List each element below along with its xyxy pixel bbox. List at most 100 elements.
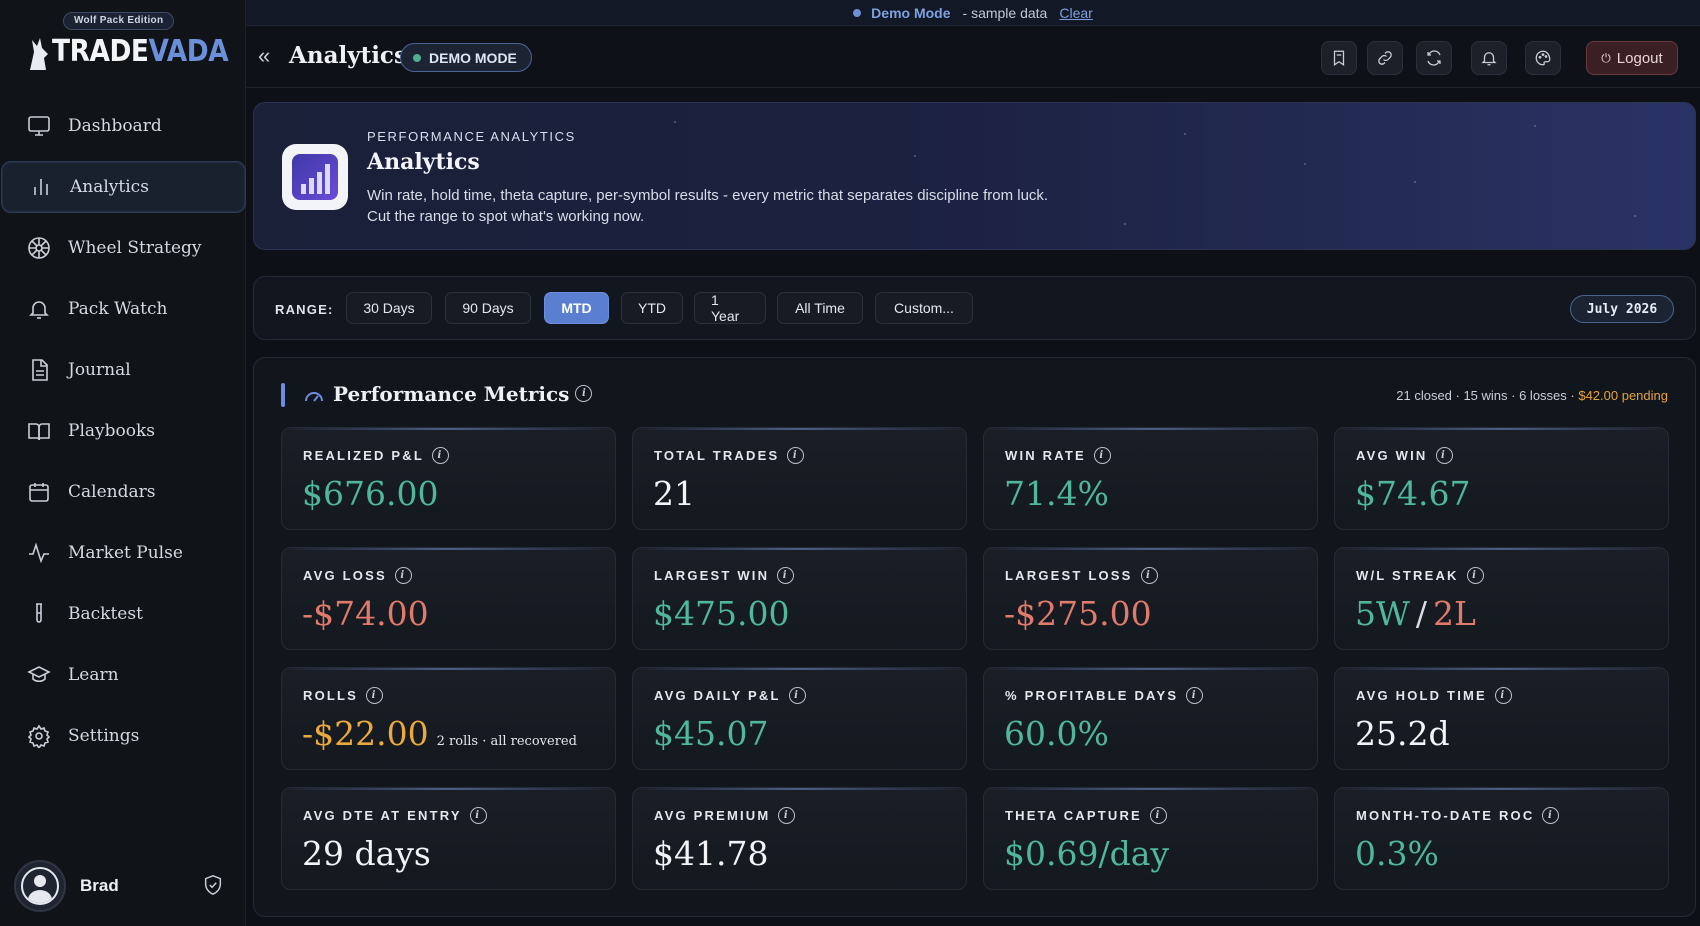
metric-label: REALIZED P&L i [303, 447, 450, 464]
edition-badge: Wolf Pack Edition [63, 12, 175, 30]
bookmark-icon [1333, 50, 1345, 66]
info-icon[interactable]: i [1466, 567, 1484, 584]
info-icon[interactable]: i [366, 687, 384, 704]
section-accent-bar [281, 383, 285, 407]
sidebar-item-pack-watch[interactable]: Pack Watch [0, 283, 246, 335]
info-icon[interactable]: i [1186, 687, 1204, 704]
monitor-icon [26, 113, 52, 139]
metric-label: AVG DTE AT ENTRY i [303, 807, 487, 824]
gauge-icon [303, 386, 325, 404]
hero-description: Win rate, hold time, theta capture, per-… [367, 187, 1049, 225]
palette-icon [1535, 50, 1551, 66]
clear-demo-link[interactable]: Clear [1059, 4, 1093, 21]
metric-value: 29 days [302, 834, 431, 873]
metric-label: WIN RATE i [1005, 447, 1111, 464]
range-90-days-button[interactable]: 90 Days [445, 292, 531, 324]
info-icon[interactable]: i [1494, 687, 1512, 704]
metric-value: 0.3% [1355, 834, 1439, 873]
collapse-sidebar-icon[interactable]: « [258, 43, 271, 68]
sidebar-item-label: Learn [68, 665, 119, 685]
range-custom-button[interactable]: Custom... [875, 292, 973, 324]
info-icon[interactable]: i [787, 447, 805, 464]
range-1-year-button[interactable]: 1 Year [694, 292, 766, 324]
shield-icon[interactable] [202, 874, 224, 896]
sidebar-item-label: Pack Watch [68, 299, 168, 319]
calendar-icon [26, 479, 52, 505]
hero-title: Analytics [367, 149, 480, 175]
metric-label: MONTH-TO-DATE ROC i [1356, 807, 1560, 824]
info-icon[interactable]: i [788, 687, 806, 704]
info-icon[interactable]: i [777, 567, 795, 584]
info-icon[interactable]: i [1542, 807, 1560, 824]
metric-value: 5W/2L [1355, 594, 1476, 633]
sidebar-item-label: Analytics [70, 177, 149, 197]
sidebar: Wolf Pack Edition TRADEVADA Dashboard An… [0, 0, 246, 926]
metric-card-avg-dte-at-entry: AVG DTE AT ENTRY i 29 days [281, 787, 616, 890]
notifications-button[interactable] [1471, 41, 1507, 75]
user-profile[interactable]: Brad [14, 858, 226, 914]
pending-amount: $42.00 pending [1578, 388, 1668, 403]
metric-label: LARGEST LOSS i [1005, 567, 1158, 584]
theme-button[interactable] [1525, 41, 1561, 75]
metric-label: AVG HOLD TIME i [1356, 687, 1512, 704]
sidebar-item-market-pulse[interactable]: Market Pulse [0, 527, 246, 579]
period-badge[interactable]: July 2026 [1570, 295, 1674, 323]
info-icon[interactable]: i [432, 447, 450, 464]
sidebar-item-learn[interactable]: Learn [0, 649, 246, 701]
info-icon[interactable]: i [469, 807, 487, 824]
metric-value: 21 [653, 474, 695, 513]
info-icon[interactable]: i [1149, 807, 1167, 824]
status-dot [853, 8, 862, 17]
metric-value: -$74.00 [302, 594, 429, 633]
section-title: Performance Metrics i [333, 382, 593, 406]
logout-button[interactable]: ⏻ Logout [1586, 41, 1678, 75]
sidebar-item-calendars[interactable]: Calendars [0, 466, 246, 518]
sidebar-item-label: Wheel Strategy [68, 238, 202, 258]
metric-card-month-to-date-roc: MONTH-TO-DATE ROC i 0.3% [1334, 787, 1669, 890]
sidebar-item-wheel-strategy[interactable]: Wheel Strategy [0, 222, 246, 274]
range-selector: RANGE: 30 Days 90 Days MTD YTD 1 Year Al… [253, 276, 1696, 340]
refresh-button[interactable] [1416, 41, 1452, 75]
performance-metrics-panel: Performance Metrics i 21 closed · 15 wins… [253, 357, 1696, 917]
range-30-days-button[interactable]: 30 Days [346, 292, 432, 324]
brand-logo[interactable]: Wolf Pack Edition TRADEVADA [24, 12, 229, 74]
sidebar-nav: Dashboard Analytics Wheel Strategy Pack … [0, 100, 246, 771]
avatar[interactable] [14, 860, 66, 912]
link-icon [1378, 51, 1392, 65]
metric-label: W/L STREAK i [1356, 567, 1484, 584]
info-icon[interactable]: i [575, 385, 593, 402]
sidebar-item-analytics[interactable]: Analytics [1, 161, 246, 213]
sidebar-item-journal[interactable]: Journal [0, 344, 246, 396]
bell-icon [26, 296, 52, 322]
metric-label: ROLLS i [303, 687, 384, 704]
metric-value: 25.2d [1355, 714, 1450, 753]
metric-card-largest-win: LARGEST WIN i $475.00 [632, 547, 967, 650]
sidebar-item-settings[interactable]: Settings [0, 710, 246, 762]
sidebar-item-backtest[interactable]: Backtest [0, 588, 246, 640]
metric-card-avg-loss: AVG LOSS i -$74.00 [281, 547, 616, 650]
win-streak: 5W [1355, 594, 1410, 633]
info-icon[interactable]: i [778, 807, 796, 824]
info-icon[interactable]: i [1435, 447, 1453, 464]
wheel-icon [26, 235, 52, 261]
link-button[interactable] [1367, 41, 1403, 75]
sidebar-item-label: Dashboard [68, 116, 162, 136]
range-all-time-button[interactable]: All Time [777, 292, 863, 324]
range-mtd-button[interactable]: MTD [544, 292, 609, 324]
analytics-hero-card: PERFORMANCE ANALYTICS Analytics Win rate… [253, 102, 1696, 250]
range-ytd-button[interactable]: YTD [621, 292, 683, 324]
sidebar-item-playbooks[interactable]: Playbooks [0, 405, 246, 457]
graduation-cap-icon [26, 662, 52, 688]
hero-eyebrow: PERFORMANCE ANALYTICS [367, 129, 576, 144]
metric-value: $45.07 [653, 714, 769, 753]
info-icon[interactable]: i [394, 567, 412, 584]
brand-name: TRADEVADA [52, 34, 229, 69]
info-icon[interactable]: i [1093, 447, 1111, 464]
loss-streak: 2L [1433, 594, 1476, 633]
metric-card-realized-pnl: REALIZED P&L i $676.00 [281, 427, 616, 530]
notebook-button[interactable] [1321, 41, 1357, 75]
metric-card-profitable-days: % PROFITABLE DAYS i 60.0% [983, 667, 1318, 770]
sidebar-item-dashboard[interactable]: Dashboard [0, 100, 246, 152]
metric-subtext: 2 rolls · all recovered [436, 734, 577, 749]
info-icon[interactable]: i [1140, 567, 1158, 584]
